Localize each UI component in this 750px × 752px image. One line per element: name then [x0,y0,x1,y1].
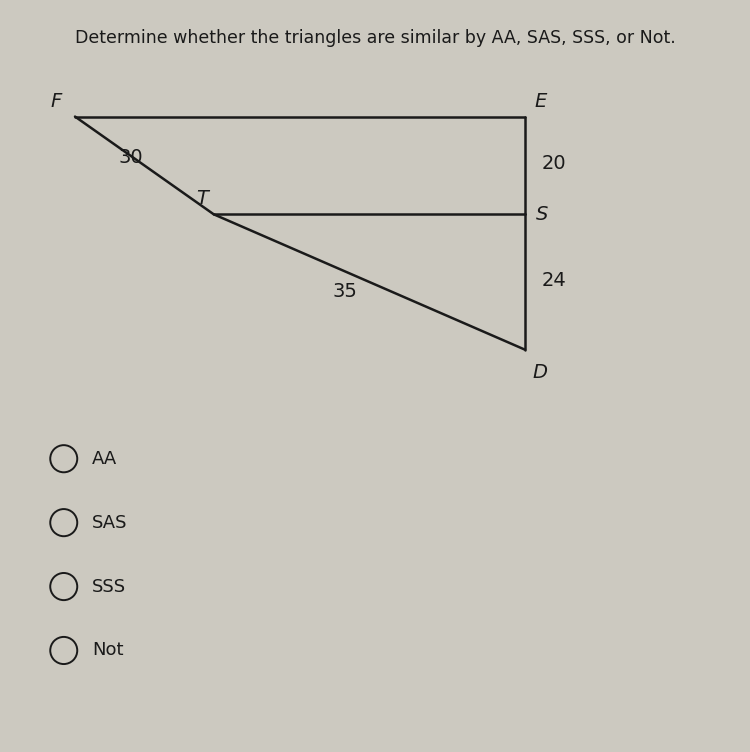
Text: D: D [532,363,548,382]
Text: 35: 35 [332,282,358,302]
Text: 20: 20 [542,154,566,174]
Text: S: S [536,205,548,224]
Text: SAS: SAS [92,514,128,532]
Text: 30: 30 [119,148,143,168]
Text: Not: Not [92,641,124,660]
Text: Determine whether the triangles are similar by AA, SAS, SSS, or Not.: Determine whether the triangles are simi… [74,29,675,47]
Text: AA: AA [92,450,118,468]
Text: T: T [196,190,208,208]
Text: 24: 24 [542,271,566,290]
Text: F: F [50,92,62,111]
Text: E: E [534,92,546,111]
Text: SSS: SSS [92,578,126,596]
